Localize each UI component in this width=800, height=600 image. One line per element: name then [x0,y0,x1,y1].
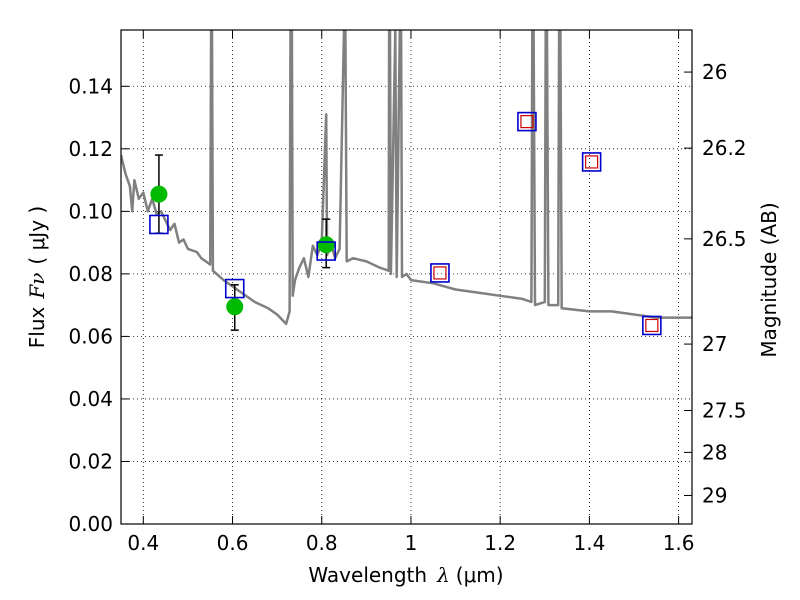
x-tick-label: 1.2 [484,531,516,555]
y2-tick-label: 26.5 [702,227,747,251]
x-axis-unit: (μm) [456,563,504,587]
x-tick-label: 1.6 [663,531,695,555]
y-tick-label: 0.06 [68,324,113,348]
y-tick-label: 0.14 [68,74,113,98]
observed-flux-point [226,298,244,316]
y-axis-label: Flux [25,306,49,348]
model-flux-square [642,315,662,336]
x-axis-symbol: λ [436,563,450,587]
upper-limit-square [585,155,599,169]
model-flux-square [316,241,337,261]
model-flux-square [517,111,537,132]
y2-tick-label: 27.5 [702,398,747,422]
x-tick-label: 0.6 [217,531,249,555]
y-tick-label: 0.00 [68,512,113,536]
observed-flux-point [317,236,335,254]
y-tick-label: 0.08 [68,262,113,286]
plot-marks [121,30,692,336]
y-axis-title: Flux Fν ( μJy ) [25,206,49,348]
x-axis-title: Wavelength λ (μm) [308,563,503,587]
model-flux-square [224,278,245,299]
axes: 0.4 0.6 0.8 1 1.2 1.4 1.6 0.00 0.02 0.04 0.06 0.08 0… [68,30,747,555]
model-flux-square [149,214,169,235]
x-tick-label: 0.4 [127,531,159,555]
y-axis-symbol: Fν [25,273,49,300]
model-spectrum-line [121,30,692,326]
y-tick-label: 0.10 [68,199,113,223]
y-axis-unit: ( μJy ) [25,206,49,265]
model-flux-square [581,152,602,172]
y-tick-label: 0.02 [68,449,113,473]
y2-axis-title: Magnitude (AB) [757,202,781,357]
y2-tick-label: 26.2 [702,136,747,160]
x-tick-label: 0.8 [306,531,338,555]
y2-tick-label: 26 [702,60,727,84]
plot-background [121,30,692,524]
x-tick-label: 1 [405,531,418,555]
y2-tick-label: 29 [702,483,727,507]
observed-flux-point [150,185,168,203]
upper-limit-square [520,115,534,129]
y2-tick-label: 27 [702,332,727,356]
x-axis-label: Wavelength [308,563,427,587]
y-tick-label: 0.04 [68,387,113,411]
y2-tick-label: 28 [702,440,727,464]
model-flux-square [430,263,450,283]
plot-frame [120,29,693,525]
y-tick-label: 0.12 [68,137,113,161]
x-tick-label: 1.4 [573,531,605,555]
upper-limit-square [433,266,447,280]
upper-limit-square [645,318,659,333]
